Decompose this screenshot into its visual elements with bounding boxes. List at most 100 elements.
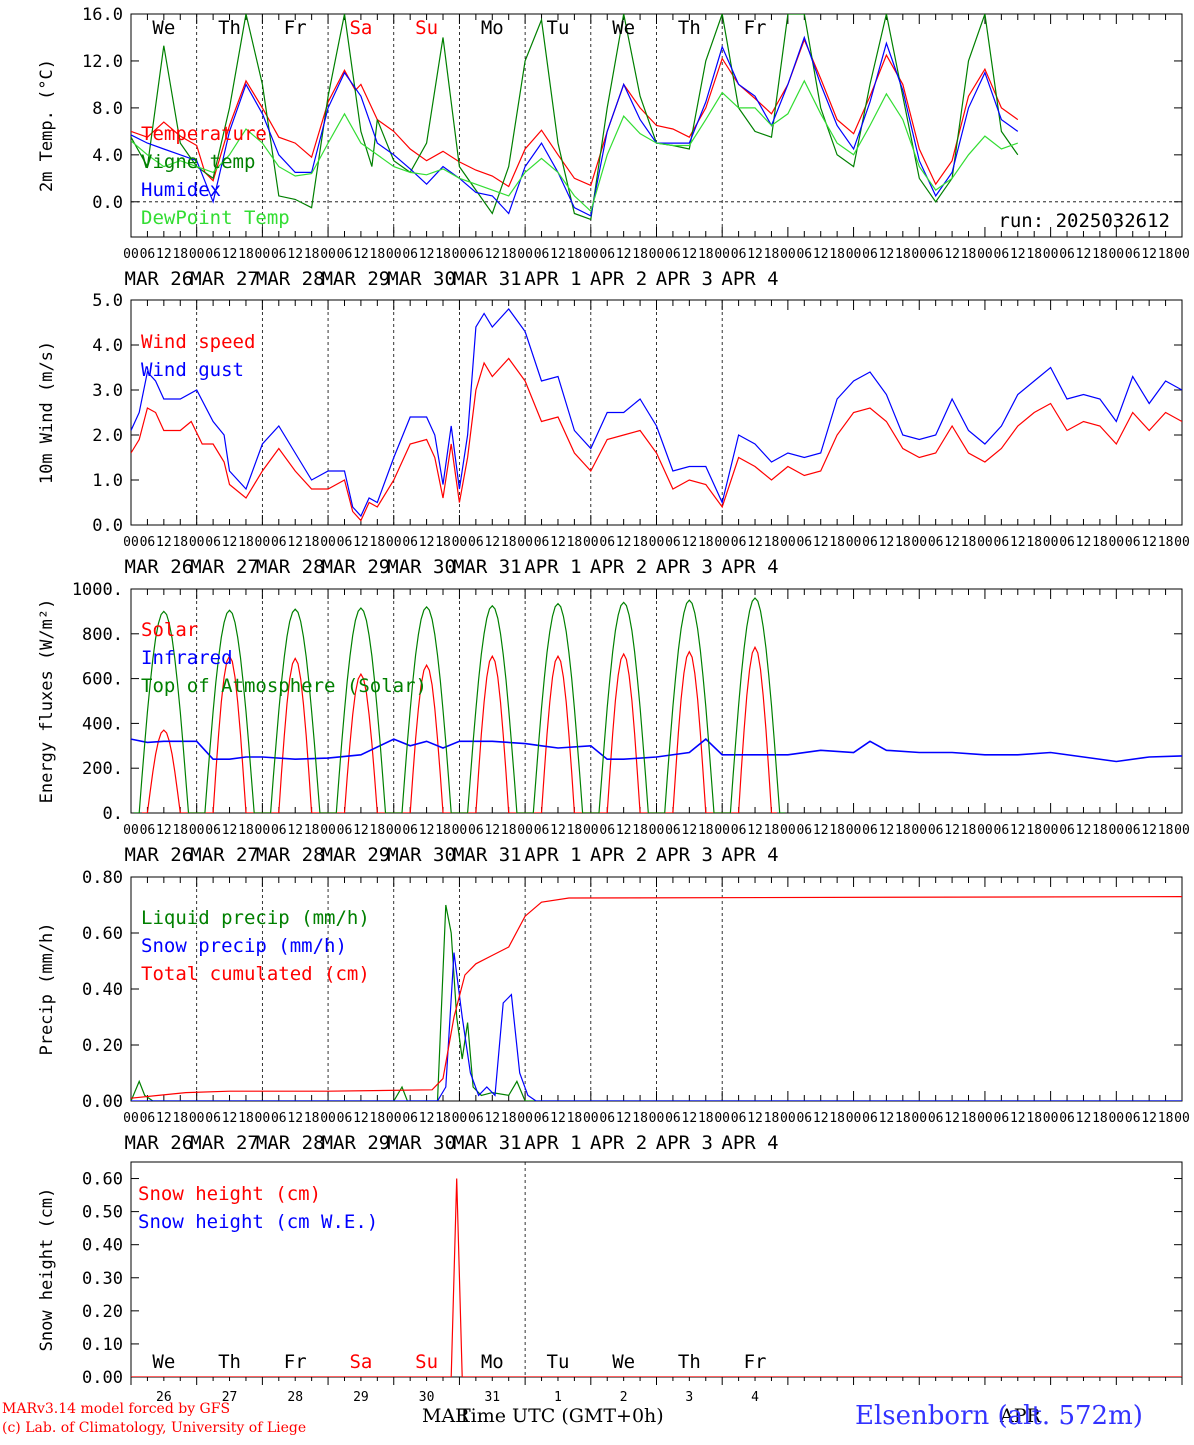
weekday-label: We: [612, 17, 635, 39]
weekday-label: Mo: [481, 17, 504, 39]
day-label: APR 3: [656, 556, 713, 578]
hour-tick-label: 00: [189, 1111, 205, 1126]
hour-tick-label: 12: [484, 823, 500, 838]
hour-tick-label: 18: [829, 535, 845, 550]
hour-tick-label: 06: [796, 1111, 812, 1126]
hour-tick-label: 12: [550, 247, 566, 262]
hour-tick-label: 06: [140, 1111, 156, 1126]
legend-entry: Solar: [141, 619, 198, 641]
hour-tick-label: 18: [501, 535, 517, 550]
weekday-label: Th: [218, 1351, 241, 1373]
hour-tick-label: 18: [1026, 247, 1042, 262]
panel-1: [130, 13, 1183, 238]
hour-tick-label: 06: [796, 535, 812, 550]
hour-tick-label: 18: [698, 535, 714, 550]
hour-tick-label: 18: [567, 247, 583, 262]
hour-tick-label: 06: [140, 823, 156, 838]
hour-tick-label: 18: [435, 823, 451, 838]
hour-tick-label: 12: [484, 1111, 500, 1126]
hour-tick-label: 12: [484, 247, 500, 262]
panel-4: [130, 876, 1183, 1102]
day-label: APR 4: [721, 268, 778, 290]
hour-tick-label: 18: [370, 535, 386, 550]
hour-tick-label: 00: [1108, 535, 1124, 550]
hour-tick-label: 06: [862, 823, 878, 838]
plot-frame: [130, 299, 1183, 526]
y-tick-label: 0.40: [82, 1236, 123, 1256]
series-line: [131, 79, 1019, 213]
weekday-label: Su: [415, 17, 438, 39]
hour-tick-label: 06: [534, 535, 550, 550]
hour-tick-label: 06: [731, 823, 747, 838]
hour-tick-label: 00: [1043, 535, 1059, 550]
hour-tick-label: 06: [665, 247, 681, 262]
hour-tick-label: 00: [452, 535, 468, 550]
hour-tick-label: 00: [583, 823, 599, 838]
hour-tick-label: 00: [386, 247, 402, 262]
hour-tick-label: 00: [123, 823, 139, 838]
day-label: MAR 28: [256, 268, 325, 290]
hour-tick-label: 00: [649, 823, 665, 838]
hour-tick-label: 06: [796, 247, 812, 262]
hour-tick-label: 00: [780, 823, 796, 838]
hour-tick-label: 18: [238, 1111, 254, 1126]
hour-tick-label: 12: [353, 1111, 369, 1126]
hour-tick-label: 00: [583, 247, 599, 262]
weekday-label: We: [152, 1351, 175, 1373]
day-label: MAR 29: [322, 268, 391, 290]
hour-tick-label: 18: [304, 535, 320, 550]
day-number-label: 4: [751, 1390, 759, 1405]
hour-tick-label: 06: [1125, 247, 1141, 262]
hour-tick-label: 18: [238, 823, 254, 838]
weekday-label: Th: [678, 17, 701, 39]
hour-tick-label: 12: [156, 823, 172, 838]
y-tick-label: 0.00: [82, 1092, 123, 1112]
legend-entry: Wind speed: [141, 331, 255, 353]
weekday-label: Su: [415, 1351, 438, 1373]
y-axis-title: 10m Wind (m/s): [37, 341, 57, 484]
xaxis-title: Time UTC (GMT+0h): [458, 1405, 664, 1427]
hour-tick-label: 12: [747, 823, 763, 838]
hour-tick-label: 06: [862, 247, 878, 262]
hour-tick-label: 12: [616, 1111, 632, 1126]
hour-tick-label: 12: [944, 247, 960, 262]
hour-tick-label: 06: [271, 247, 287, 262]
weekday-label: Tu: [547, 1351, 570, 1373]
weekday-label: We: [612, 1351, 635, 1373]
hour-tick-label: 06: [205, 1111, 221, 1126]
hour-tick-label: 12: [156, 1111, 172, 1126]
hour-tick-label: 18: [1092, 1111, 1108, 1126]
hour-tick-label: 00: [189, 535, 205, 550]
hour-tick-label: 06: [1059, 1111, 1075, 1126]
day-label: APR 1: [524, 844, 581, 866]
hour-tick-label: 12: [747, 1111, 763, 1126]
hour-tick-label: 00: [714, 535, 730, 550]
y-tick-label: 0.20: [82, 1036, 123, 1056]
hour-tick-label: 18: [1092, 247, 1108, 262]
hour-tick-label: 18: [632, 247, 648, 262]
day-label: MAR 26: [125, 556, 194, 578]
hour-tick-label: 18: [698, 823, 714, 838]
hour-tick-label: 18: [501, 247, 517, 262]
model-credit: MARv3.14 model forced by GFS: [2, 1401, 231, 1417]
hour-tick-label: 12: [353, 823, 369, 838]
y-tick-label: 1.0: [92, 471, 123, 491]
day-label: APR 1: [524, 268, 581, 290]
hour-tick-label: 12: [682, 823, 698, 838]
day-number-label: 30: [419, 1390, 435, 1405]
day-label: APR 2: [590, 556, 647, 578]
hour-tick-label: 06: [796, 823, 812, 838]
hour-tick-label: 00: [123, 535, 139, 550]
hour-tick-label: 06: [534, 823, 550, 838]
hour-tick-label: 18: [1026, 1111, 1042, 1126]
hour-tick-label: 18: [764, 247, 780, 262]
day-label: APR 4: [721, 1132, 778, 1154]
series-line: [131, 896, 1182, 1099]
series-line: [131, 14, 1019, 221]
hour-tick-label: 18: [370, 247, 386, 262]
y-axis-title: Precip (mm/h): [37, 922, 57, 1055]
day-label: MAR 30: [387, 556, 456, 578]
hour-tick-label: 18: [764, 1111, 780, 1126]
day-label: MAR 29: [322, 844, 391, 866]
legend-entry: Liquid precip (mm/h): [141, 907, 370, 929]
